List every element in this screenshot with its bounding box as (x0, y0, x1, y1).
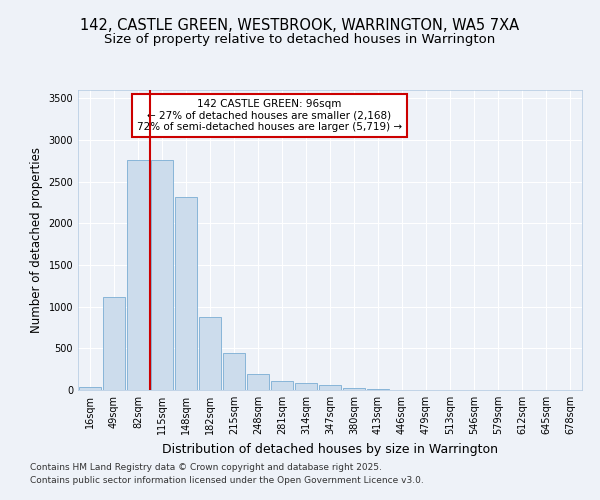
Bar (127, 160, 149, 390)
Bar (295, 382, 317, 390)
Text: 142, CASTLE GREEN, WESTBROOK, WARRINGTON, WA5 7XA: 142, CASTLE GREEN, WESTBROOK, WARRINGTON… (80, 18, 520, 32)
Bar (175, 196, 197, 390)
Bar (223, 354, 245, 390)
Bar (151, 160, 173, 390)
Bar (271, 381, 293, 390)
Text: 142 CASTLE GREEN: 96sqm
← 27% of detached houses are smaller (2,168)
72% of semi: 142 CASTLE GREEN: 96sqm ← 27% of detache… (137, 99, 402, 132)
Bar (103, 296, 125, 390)
Bar (367, 389, 389, 390)
X-axis label: Distribution of detached houses by size in Warrington: Distribution of detached houses by size … (162, 442, 498, 456)
Text: Size of property relative to detached houses in Warrington: Size of property relative to detached ho… (104, 32, 496, 46)
Bar (343, 388, 365, 390)
Text: Contains HM Land Registry data © Crown copyright and database right 2025.: Contains HM Land Registry data © Crown c… (30, 464, 382, 472)
Bar (199, 316, 221, 390)
Bar (319, 386, 341, 390)
Text: Contains public sector information licensed under the Open Government Licence v3: Contains public sector information licen… (30, 476, 424, 485)
Bar (247, 374, 269, 390)
Bar (79, 386, 101, 390)
Y-axis label: Number of detached properties: Number of detached properties (30, 147, 43, 333)
